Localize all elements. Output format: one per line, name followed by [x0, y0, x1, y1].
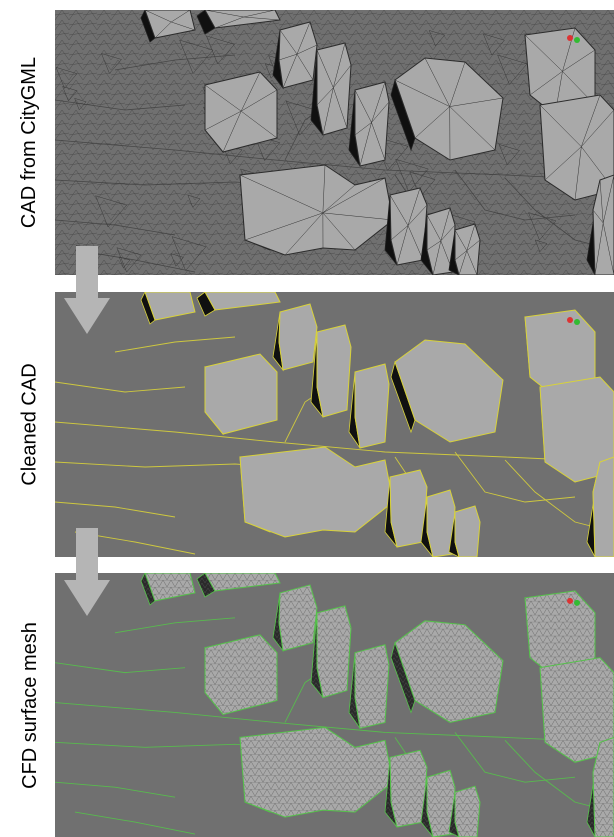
building-i [384, 469, 428, 548]
building-n [196, 573, 281, 598]
building-f [348, 644, 390, 730]
building-i [384, 187, 428, 266]
building-c [390, 620, 504, 723]
building-j [420, 207, 456, 275]
cfd-surface-mesh-panel [55, 573, 614, 837]
building-a [204, 353, 278, 436]
building-k [448, 785, 481, 837]
cleaned-cad-panel [55, 292, 614, 557]
panel-label-cad: CAD from CityGML [18, 56, 41, 229]
building-j [420, 769, 456, 837]
building-b [239, 726, 394, 818]
building-l [586, 456, 614, 557]
building-h [539, 94, 614, 201]
building-n [196, 10, 281, 35]
axis-marker [574, 37, 580, 43]
building-l [586, 174, 614, 275]
cad-scene [55, 10, 614, 275]
building-a [204, 71, 278, 154]
building-g [524, 309, 596, 398]
building-b [239, 164, 394, 256]
building-d [272, 584, 318, 653]
building-k [448, 223, 481, 275]
cleaned-cad-scene [55, 292, 614, 557]
axis-marker [574, 319, 580, 325]
axis-marker [574, 599, 580, 606]
building-k [448, 505, 481, 557]
building-a [204, 634, 278, 716]
building-n [196, 292, 281, 317]
down-arrow-icon [64, 246, 110, 334]
building-i [384, 749, 428, 828]
building-b [239, 446, 394, 538]
axis-marker [567, 35, 573, 41]
building-d [272, 303, 318, 372]
building-g [524, 590, 596, 679]
building-h [539, 657, 614, 764]
axis-marker [567, 597, 573, 604]
building-e [310, 42, 352, 136]
building-f [348, 81, 390, 167]
axis-marker [567, 317, 573, 323]
building-c [390, 57, 504, 161]
building-m [140, 10, 196, 43]
panel-label-cleaned: Cleaned CAD [18, 363, 41, 486]
building-c [390, 339, 504, 443]
building-l [586, 736, 614, 837]
building-e [310, 605, 352, 699]
cfd-mesh-scene [55, 573, 614, 837]
building-m [140, 292, 196, 325]
cad-from-citygml-panel [55, 10, 614, 275]
building-f [348, 363, 390, 449]
down-arrow-icon [64, 528, 110, 616]
building-e [310, 324, 352, 418]
panel-label-mesh: CFD surface mesh [18, 621, 41, 789]
building-m [140, 573, 196, 606]
building-h [539, 376, 614, 483]
building-d [272, 21, 318, 90]
